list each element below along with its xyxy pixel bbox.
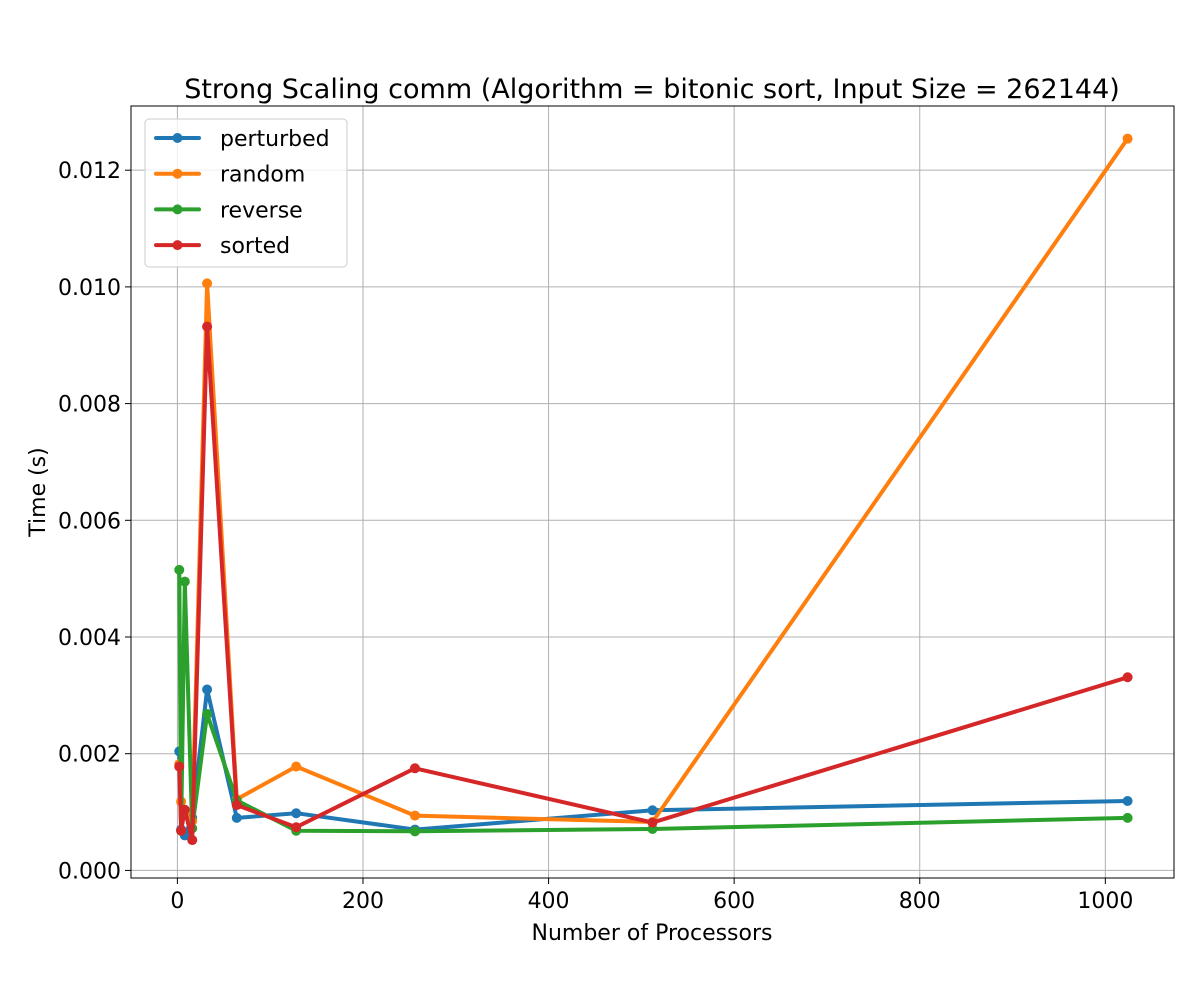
x-tick-label: 800 (899, 889, 941, 914)
legend-item-random: random (154, 163, 305, 188)
data-point-random (202, 278, 213, 289)
data-point-sorted (187, 835, 198, 846)
series-line-sorted (177, 324, 1130, 843)
data-point-sorted (202, 321, 213, 332)
y-tick-label: 0.006 (58, 509, 121, 534)
data-point-reverse (179, 576, 190, 587)
legend-label-reverse: reverse (220, 198, 303, 223)
data-point-sorted (179, 804, 190, 815)
data-point-sorted (1122, 672, 1133, 683)
legend-box (144, 118, 348, 268)
data-point-random (409, 810, 420, 821)
y-axis-label: Time (s) (26, 447, 51, 537)
plot-frame (130, 105, 1175, 879)
data-point-perturbed (1122, 795, 1133, 806)
legend-label-perturbed: perturbed (220, 127, 330, 152)
data-point-reverse (174, 564, 185, 575)
data-point-sorted (291, 822, 302, 833)
legend-item-perturbed: perturbed (154, 127, 330, 152)
data-point-perturbed (202, 684, 213, 695)
legend-marker-perturbed (172, 133, 183, 143)
legend-marker-sorted (172, 240, 183, 251)
data-point-reverse (409, 826, 420, 837)
series-sorted (174, 321, 1133, 846)
y-tick-label: 0.002 (58, 743, 121, 768)
data-point-sorted (231, 800, 242, 811)
y-tick-label: 0.000 (58, 859, 121, 884)
y-ticks: 0.000 0.002 0.004 0.006 0.008 0.010 0.012 (58, 159, 131, 884)
series-group (174, 133, 1133, 846)
x-tick-label: 400 (528, 889, 570, 914)
data-point-perturbed (231, 812, 242, 823)
data-point-sorted (176, 825, 187, 836)
y-tick-label: 0.004 (58, 626, 121, 651)
grid (131, 106, 1174, 878)
legend-marker-reverse (172, 204, 183, 215)
legend-marker-random (172, 168, 183, 179)
legend: perturbed random reverse sorted (144, 118, 348, 268)
x-axis-label: Number of Processors (532, 921, 773, 946)
x-tick-label: 0 (170, 889, 184, 914)
y-tick-label: 0.008 (58, 393, 121, 418)
data-point-random (291, 761, 302, 772)
data-point-sorted (409, 763, 420, 774)
legend-item-reverse: reverse (154, 198, 303, 223)
data-point-perturbed (291, 808, 302, 819)
data-point-reverse (1122, 812, 1133, 823)
data-point-sorted (174, 761, 185, 772)
x-tick-label: 600 (713, 889, 755, 914)
series-line-reverse (177, 567, 1130, 834)
data-point-sorted (647, 817, 658, 828)
x-tick-label: 1000 (1077, 889, 1133, 914)
y-tick-label: 0.010 (58, 276, 121, 301)
chart-title: Strong Scaling comm (Algorithm = bitonic… (184, 74, 1120, 105)
data-point-random (1122, 133, 1133, 144)
x-tick-label: 200 (342, 889, 384, 914)
y-tick-label: 0.012 (58, 159, 121, 184)
legend-label-sorted: sorted (220, 234, 290, 259)
legend-item-sorted: sorted (154, 234, 290, 259)
x-ticks: 0 200 400 600 800 1000 (170, 878, 1133, 914)
series-reverse (174, 564, 1133, 837)
data-point-reverse (202, 709, 213, 720)
legend-label-random: random (220, 163, 305, 188)
data-point-perturbed (647, 805, 658, 816)
